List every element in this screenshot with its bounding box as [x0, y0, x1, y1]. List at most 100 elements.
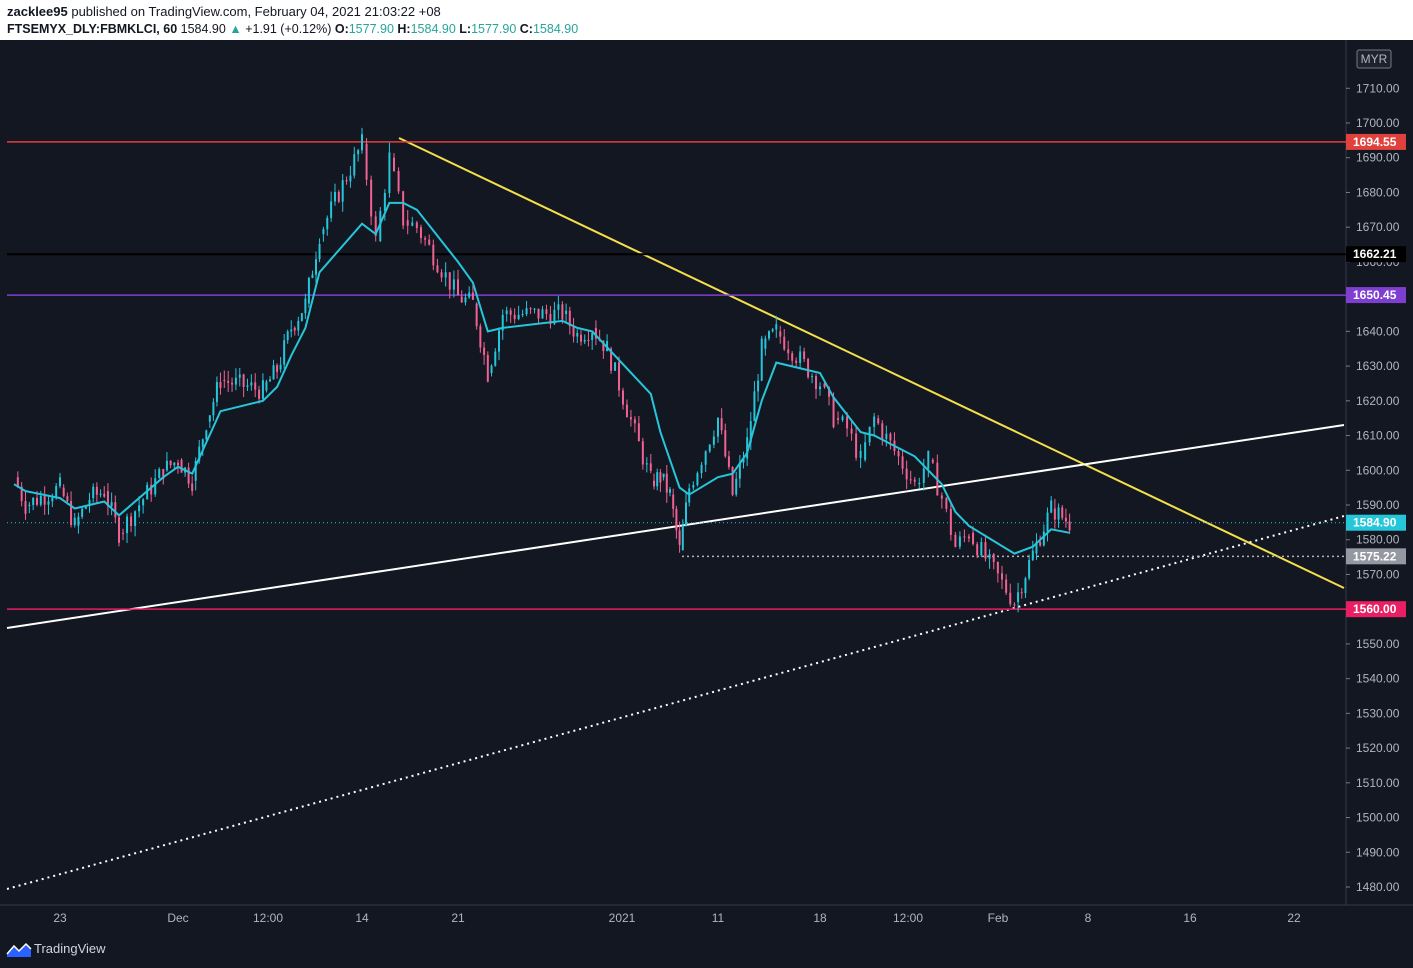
open-label: O:	[334, 22, 349, 36]
candle-body	[1046, 512, 1049, 532]
level-price-badge	[1346, 601, 1406, 618]
price-tick-label: 1610.00	[1356, 429, 1400, 443]
candle-body	[28, 504, 31, 506]
candle-body	[138, 505, 141, 512]
candle-body	[662, 473, 665, 478]
candle-body	[43, 496, 46, 505]
candle-body	[293, 327, 296, 331]
candle-body	[720, 418, 723, 431]
tradingview-brand[interactable]: TradingView	[34, 941, 106, 956]
publish-header: zacklee95 published on TradingView.com, …	[0, 0, 1413, 40]
candle-body	[307, 277, 310, 304]
candle-body	[881, 423, 884, 439]
candle-body	[353, 154, 356, 176]
price-tick-label: 1490.00	[1356, 845, 1400, 859]
candle-body	[799, 351, 802, 363]
candle-body	[162, 469, 165, 479]
last-price-label: 1584.90	[1353, 516, 1397, 530]
currency-label: MYR	[1361, 52, 1388, 66]
price-tick-label: 1690.00	[1356, 151, 1400, 165]
chart-area[interactable]: 1710.001700.001690.001680.001670.001660.…	[0, 40, 1413, 928]
candle-body	[954, 534, 957, 547]
candle-body	[154, 478, 157, 495]
candle-body	[724, 430, 727, 457]
candle-body	[1057, 507, 1060, 520]
candle-body	[859, 450, 862, 458]
candle-body	[545, 309, 548, 315]
time-tick-label: 12:00	[893, 911, 923, 925]
candle-body	[678, 530, 681, 545]
level-price-label: 1694.55	[1353, 135, 1397, 149]
candle-body	[20, 486, 23, 502]
candle-body	[258, 389, 261, 399]
candle-body	[803, 351, 806, 360]
candle-body	[1050, 500, 1053, 513]
candle-body	[460, 296, 463, 303]
candle-body	[565, 310, 568, 314]
candle-body	[576, 332, 579, 337]
candle-body	[201, 439, 204, 447]
candle-body	[165, 460, 168, 471]
symbol-name[interactable]: FTSEMYX_DLY:FBMKLCI, 60	[7, 22, 178, 36]
candle-body	[949, 508, 952, 535]
candle-body	[311, 274, 314, 278]
candle-body	[333, 192, 336, 202]
candle-body	[272, 365, 275, 380]
candle-body	[1061, 507, 1064, 518]
candle-body	[696, 473, 699, 486]
candle-body	[448, 272, 451, 290]
candle-body	[322, 229, 325, 235]
candle-body	[931, 459, 934, 463]
candle-body	[855, 433, 858, 458]
candle-body	[84, 506, 87, 509]
last-price: 1584.90	[180, 22, 226, 36]
candle-body	[753, 391, 756, 422]
candle-body	[897, 451, 900, 457]
price-tick-label: 1600.00	[1356, 463, 1400, 477]
candle-body	[704, 451, 707, 465]
tradingview-logo-icon[interactable]	[6, 940, 32, 958]
price-tick-label: 1510.00	[1356, 776, 1400, 790]
candle-body	[549, 314, 552, 325]
candle-body	[436, 265, 439, 273]
candle-body	[457, 279, 459, 296]
candle-body	[633, 419, 636, 424]
candle-body	[51, 497, 54, 502]
candle-body	[517, 314, 520, 320]
candle-body	[996, 562, 999, 574]
candle-body	[1028, 560, 1031, 579]
candle-body	[572, 326, 575, 337]
candle-body	[187, 467, 190, 484]
candle-body	[1009, 592, 1012, 605]
candle-body	[411, 222, 414, 226]
candle-body	[498, 330, 500, 352]
candle-body	[768, 331, 770, 339]
candle-body	[913, 479, 916, 482]
candle-body	[219, 381, 222, 388]
candle-body	[602, 340, 605, 352]
candle-body	[383, 192, 386, 211]
candle-body	[393, 157, 395, 171]
candle-body	[70, 501, 73, 526]
candle-body	[1005, 579, 1008, 593]
candle-body	[795, 360, 798, 363]
candle-body	[357, 150, 360, 155]
candle-body	[529, 308, 532, 310]
candle-body	[73, 517, 76, 526]
candle-body	[283, 340, 286, 365]
price-tick-label: 1620.00	[1356, 394, 1400, 408]
low-label: L:	[459, 22, 472, 36]
candle-body	[254, 382, 257, 390]
publisher-name[interactable]: zacklee95	[7, 4, 68, 19]
candle-body	[967, 536, 970, 539]
candle-body	[246, 385, 249, 387]
candle-body	[122, 532, 125, 534]
candle-body	[286, 331, 289, 341]
price-chart[interactable]: 1710.001700.001690.001680.001670.001660.…	[0, 40, 1413, 928]
candle-body	[326, 217, 329, 230]
candle-body	[656, 472, 659, 487]
level-price-label: 1662.21	[1353, 247, 1397, 261]
candle-body	[637, 423, 640, 442]
candle-body	[653, 480, 655, 487]
price-tick-label: 1550.00	[1356, 637, 1400, 651]
